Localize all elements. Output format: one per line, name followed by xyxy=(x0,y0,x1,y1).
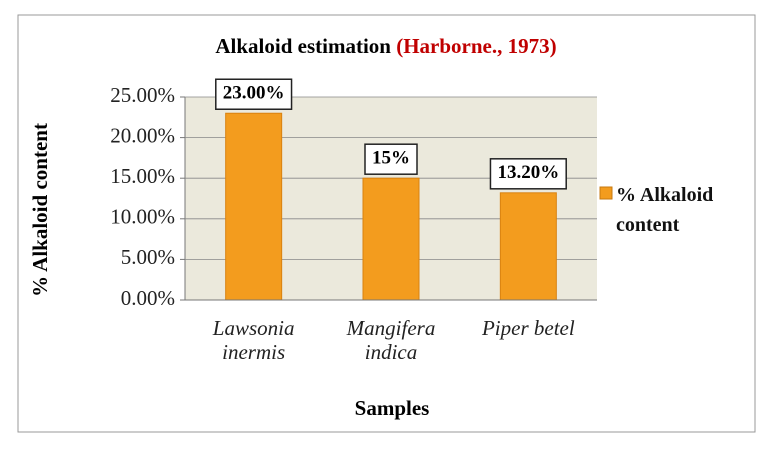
data-label: 13.20% xyxy=(497,162,559,183)
y-tick-label: 10.00% xyxy=(110,205,175,229)
y-tick-label: 20.00% xyxy=(110,123,175,147)
y-axis-label: % Alkaloid content xyxy=(28,123,52,297)
y-tick-label: 25.00% xyxy=(110,83,175,107)
title-main: Alkaloid estimation xyxy=(215,34,391,58)
chart-title: Alkaloid estimation (Harborne., 1973) xyxy=(215,34,556,58)
data-label: 23.00% xyxy=(223,83,285,104)
bar xyxy=(362,177,420,301)
x-tick-label: Piper betel xyxy=(481,316,575,340)
y-tick-label: 0.00% xyxy=(121,286,175,310)
data-label-box xyxy=(364,143,418,175)
x-tick-label: Lawsonia inermis xyxy=(212,316,295,364)
x-axis-label: Samples xyxy=(355,396,430,420)
bar xyxy=(499,192,557,301)
x-tick-label: Mangifera indica xyxy=(346,316,436,364)
y-tick-label: 5.00% xyxy=(121,245,175,269)
data-label-box xyxy=(215,78,293,110)
title-source: (Harborne., 1973) xyxy=(396,34,556,58)
bar xyxy=(225,112,283,301)
y-tick-label: 15.00% xyxy=(110,164,175,188)
data-label: 15% xyxy=(372,148,410,169)
data-label-box xyxy=(489,158,567,190)
legend-swatch xyxy=(599,186,613,200)
legend-label: % Alkaloid content xyxy=(616,184,714,236)
